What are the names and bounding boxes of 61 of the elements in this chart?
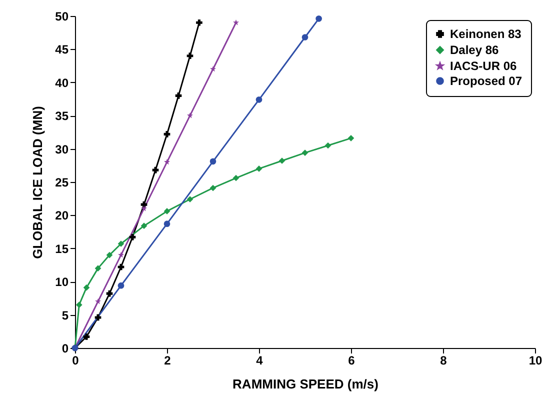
y-tick-label: 20 (55, 208, 69, 223)
point (256, 166, 262, 172)
point (232, 174, 240, 182)
point (94, 298, 102, 304)
point (94, 265, 102, 272)
point (76, 302, 82, 308)
point (164, 220, 170, 227)
point (324, 142, 332, 149)
y-tick-label: 5 (62, 308, 69, 322)
y-tick-label: 35 (55, 109, 69, 124)
x-tick-label: 0 (72, 354, 80, 368)
x-tick-label: 4 (256, 354, 264, 368)
point (210, 158, 216, 165)
y-tick-label: 10 (55, 275, 69, 290)
point (232, 19, 240, 26)
point (186, 52, 194, 59)
legend-label: Proposed 07 (450, 74, 522, 88)
point (118, 282, 124, 289)
point (118, 240, 124, 247)
point (164, 208, 170, 214)
x-tick-label: 6 (348, 354, 356, 368)
legend-label: IACS-UR 06 (450, 59, 518, 73)
legend-label: Daley 86 (450, 43, 500, 57)
point (210, 66, 216, 72)
x-tick-label: 2 (164, 354, 172, 368)
point (164, 131, 170, 138)
point (316, 16, 322, 22)
point (210, 184, 216, 192)
y-tick-label: 15 (55, 242, 69, 256)
x-tick-label: 8 (440, 354, 448, 368)
point (256, 96, 262, 103)
x-axis-title: RAMMING SPEED (m/s) (232, 376, 378, 392)
point (186, 196, 194, 202)
point (348, 135, 354, 142)
point (118, 264, 124, 270)
point (118, 252, 124, 258)
point (152, 166, 159, 174)
point (186, 112, 194, 118)
point (106, 290, 113, 297)
y-tick-label: 0 (62, 342, 69, 356)
point (106, 252, 113, 258)
point (140, 222, 148, 229)
point (175, 92, 182, 99)
y-tick-label: 30 (55, 142, 69, 156)
point (302, 150, 308, 156)
point (278, 158, 286, 164)
y-axis-title: GLOBAL ICE LOAD (MN) (30, 106, 46, 259)
legend-label: Keinonen 83 (450, 27, 522, 41)
y-tick-label: 50 (55, 10, 69, 24)
point (83, 334, 90, 340)
point (140, 205, 148, 212)
point (129, 234, 136, 240)
point (302, 34, 308, 40)
x-tick-label: 10 (528, 354, 542, 368)
point (196, 19, 202, 26)
point (164, 158, 170, 165)
y-tick-label: 45 (55, 42, 69, 57)
point (94, 314, 102, 321)
point (83, 284, 90, 291)
y-tick-label: 40 (55, 76, 69, 90)
y-tick-label: 25 (55, 176, 69, 190)
